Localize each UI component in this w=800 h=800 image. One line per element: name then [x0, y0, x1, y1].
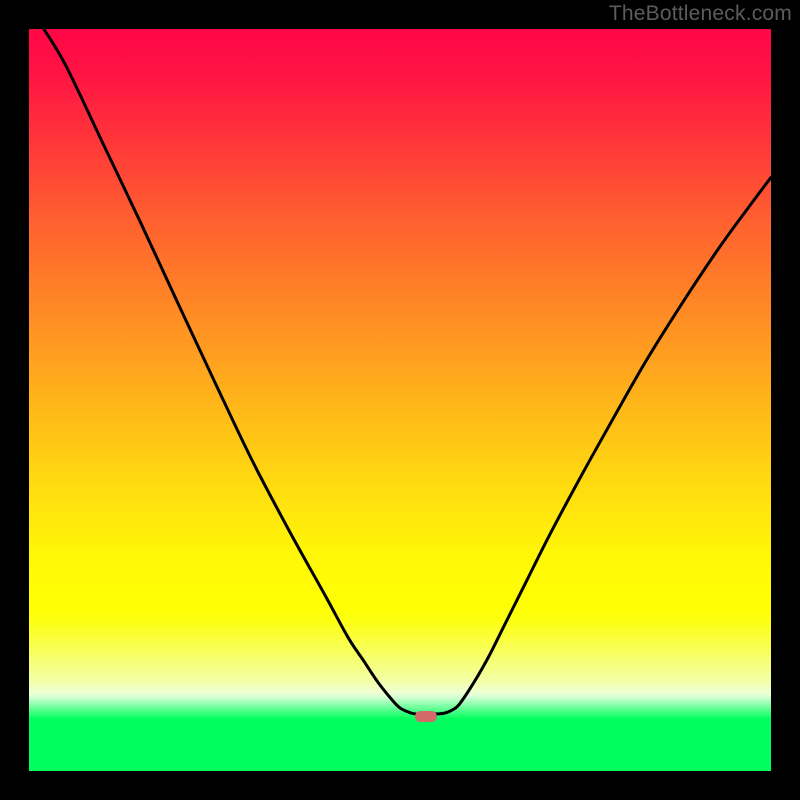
chart-plot-area: [29, 29, 771, 771]
optimum-marker: [415, 711, 437, 722]
bottleneck-curve-path: [44, 29, 771, 714]
watermark-text: TheBottleneck.com: [609, 2, 792, 26]
bottleneck-curve: [29, 29, 771, 771]
